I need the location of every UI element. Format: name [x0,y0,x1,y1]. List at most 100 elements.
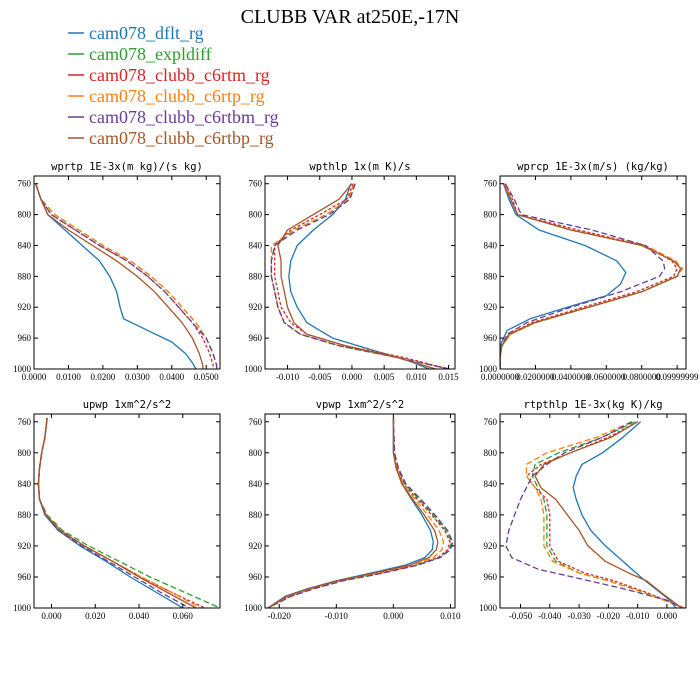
x-tick-label-5-3: -0.020 [597,611,621,621]
y-tick-label-5-2: 840 [484,479,498,489]
x-tick-label-5-4: -0.010 [626,611,650,621]
panel-title-4: vpwp 1xm^2/s^2 [316,399,405,411]
y-tick-label-0-0: 760 [18,179,32,189]
y-tick-label-2-1: 800 [484,210,498,220]
y-tick-label-5-6: 1000 [479,603,498,613]
y-tick-label-0-1: 800 [18,210,32,220]
legend-label-4: cam078_clubb_c6rtbm_rg [89,107,279,127]
y-tick-label-3-0: 760 [18,417,32,427]
series-line-2-3 [500,183,684,369]
x-tick-label-0-4: 0.0400 [159,372,184,382]
x-tick-label-2-1: 0.0200000 [516,372,555,382]
x-tick-label-5-5: 0.000 [657,611,678,621]
y-tick-label-3-4: 920 [18,541,32,551]
y-tick-label-3-1: 800 [18,448,32,458]
series-line-5-1 [531,421,685,608]
y-tick-label-2-4: 920 [484,302,498,312]
y-tick-label-5-5: 960 [484,572,498,582]
y-tick-label-4-3: 880 [249,510,263,520]
legend-label-2: cam078_clubb_c6rtm_rg [89,65,270,85]
series-line-0-4 [35,183,218,369]
panel-frame-0 [33,175,221,370]
x-tick-label-4-3: 0.010 [440,611,461,621]
legend-label-5: cam078_clubb_c6rtbp_rg [89,128,274,148]
series-line-1-2 [274,183,449,369]
y-tick-label-5-0: 760 [484,417,498,427]
x-tick-label-4-0: -0.020 [268,611,292,621]
series-line-0-2 [35,183,214,369]
y-tick-label-0-4: 920 [18,302,32,312]
series-line-3-1 [37,417,220,608]
x-tick-label-5-2: -0.030 [567,611,591,621]
panel-title-1: wpthlp 1x(m K)/s [309,161,410,173]
y-tick-label-5-1: 800 [484,448,498,458]
panel-frame-4 [264,413,456,609]
y-tick-label-1-1: 800 [249,210,263,220]
series-line-4-2 [267,417,451,608]
y-tick-label-5-4: 920 [484,541,498,551]
y-tick-label-0-3: 880 [18,271,32,281]
series-line-0-1 [35,183,218,369]
x-tick-label-0-3: 0.0300 [125,372,150,382]
y-tick-label-1-5: 960 [249,333,263,343]
y-tick-label-0-5: 960 [18,333,32,343]
panel-title-5: rtpthlp 1E-3x(kg K)/kg [523,399,662,411]
panel-2: wprcp 1E-3x(m/s) (kg/kg) 0.00000000.02000… [479,161,699,382]
x-tick-label-0-2: 0.0200 [91,372,116,382]
x-tick-label-1-5: 0.015 [438,372,459,382]
x-tick-label-0-5: 0.0500 [194,372,219,382]
y-tick-label-4-6: 1000 [244,603,263,613]
series-line-4-3 [267,417,445,608]
series-line-5-0 [572,421,677,608]
series-line-1-3 [270,183,449,369]
y-tick-label-5-3: 880 [484,510,498,520]
y-tick-label-1-3: 880 [249,271,263,281]
x-tick-label-3-2: 0.040 [129,611,150,621]
series-line-4-4 [267,417,454,608]
series-line-1-5 [277,183,436,369]
legend-label-0: cam078_dflt_rg [89,23,204,43]
x-tick-label-2-3: 0.0600000 [587,372,626,382]
legend: cam078_dflt_rgcam078_expldiffcam078_club… [68,23,279,148]
series-line-1-4 [270,183,450,369]
y-tick-label-2-6: 1000 [479,364,498,374]
panel-5: rtpthlp 1E-3x(kg K)/kg -0.050 -0.040 -0.030… [479,399,687,621]
x-tick-label-0-1: 0.0100 [56,372,81,382]
panels: wprtp 1E-3x(m kg)/(s kg) 0.0000 0.0100 0.02… [13,161,699,621]
series-line-3-3 [37,417,201,608]
x-tick-label-3-3: 0.060 [173,611,194,621]
series-line-2-4 [500,183,666,369]
y-tick-label-2-3: 880 [484,271,498,281]
series-line-4-1 [267,417,453,608]
series-line-5-5 [534,421,682,608]
x-tick-label-2-4: 0.0800000 [623,372,662,382]
series-line-0-3 [35,183,218,369]
y-tick-label-4-5: 960 [249,572,263,582]
x-tick-label-2-5: 0.09999999 [656,372,699,382]
y-tick-label-0-2: 840 [18,240,32,250]
series-line-2-2 [500,183,678,369]
series-line-3-2 [37,417,205,608]
series-line-3-4 [37,417,190,608]
panel-title-2: wprcp 1E-3x(m/s) (kg/kg) [517,161,669,173]
series-line-4-5 [267,417,439,608]
series-line-0-0 [35,183,197,369]
y-tick-label-4-2: 840 [249,479,263,489]
series-line-2-5 [500,183,682,369]
y-tick-label-1-6: 1000 [244,364,263,374]
panel-frame-2 [499,175,687,370]
x-tick-label-4-2: 0.000 [383,611,404,621]
y-tick-label-2-0: 760 [484,179,498,189]
x-tick-label-3-0: 0.000 [41,611,62,621]
panel-frame-5 [499,413,687,609]
y-tick-label-3-6: 1000 [13,603,32,613]
y-tick-label-1-4: 920 [249,302,263,312]
panel-0: wprtp 1E-3x(m kg)/(s kg) 0.0000 0.0100 0.02… [13,161,221,382]
series-line-2-0 [500,183,627,369]
series-line-1-1 [270,183,449,369]
panel-4: vpwp 1xm^2/s^2 -0.020 -0.010 0.000 0.010 760 8… [244,399,461,621]
x-tick-label-3-1: 0.020 [85,611,106,621]
y-tick-label-0-6: 1000 [13,364,32,374]
series-line-0-5 [35,183,204,369]
panel-1: wpthlp 1x(m K)/s -0.010 -0.005 0.000 0.005 0.… [244,161,459,382]
